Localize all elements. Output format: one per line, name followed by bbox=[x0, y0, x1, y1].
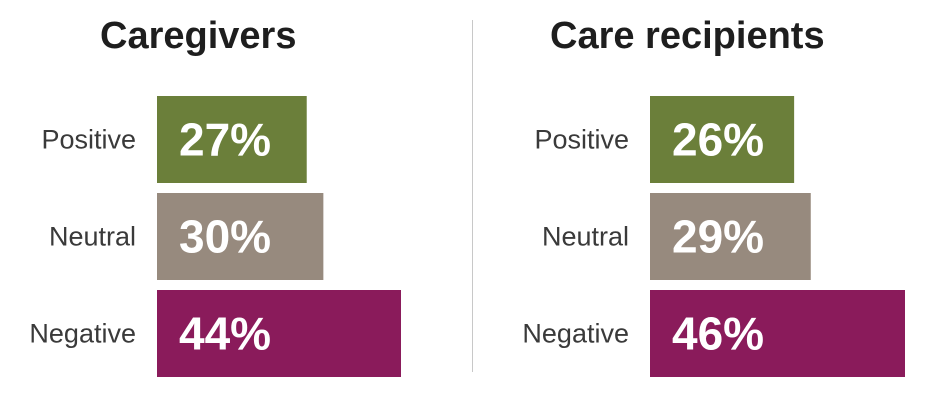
category-label-neutral: Neutral bbox=[49, 222, 136, 252]
value-label-neutral: 30% bbox=[179, 211, 271, 263]
category-label-neutral: Neutral bbox=[542, 222, 629, 252]
caregivers-bar-chart-svg: Positive 27% Neutral 30% Negative 44% bbox=[29, 96, 401, 377]
bar-neutral bbox=[650, 193, 811, 280]
category-label-negative: Negative bbox=[29, 319, 136, 349]
bar-positive bbox=[650, 96, 795, 183]
bar-negative bbox=[157, 290, 401, 377]
care-recipients-bar-chart-svg: Positive 26% Neutral 29% Negative 46% bbox=[522, 96, 905, 377]
caregivers-chart: Caregivers Positive 27% Neutral 30% Negative… bbox=[29, 15, 401, 377]
value-label-negative: 46% bbox=[672, 308, 764, 360]
category-label-positive: Positive bbox=[534, 125, 629, 155]
category-label-negative: Negative bbox=[522, 319, 629, 349]
value-label-negative: 44% bbox=[179, 308, 271, 360]
value-label-positive: 27% bbox=[179, 114, 271, 166]
panel-divider bbox=[472, 20, 473, 372]
bar-neutral bbox=[157, 193, 324, 280]
bar-positive bbox=[157, 96, 307, 183]
bar-negative bbox=[650, 290, 905, 377]
chart-title: Caregivers bbox=[100, 15, 297, 57]
chart-title: Care recipients bbox=[550, 15, 825, 57]
category-label-positive: Positive bbox=[41, 125, 136, 155]
value-label-neutral: 29% bbox=[672, 211, 764, 263]
value-label-positive: 26% bbox=[672, 114, 764, 166]
care-recipients-chart: Care recipients Positive 26% Neutral 29% Neg… bbox=[493, 0, 932, 408]
